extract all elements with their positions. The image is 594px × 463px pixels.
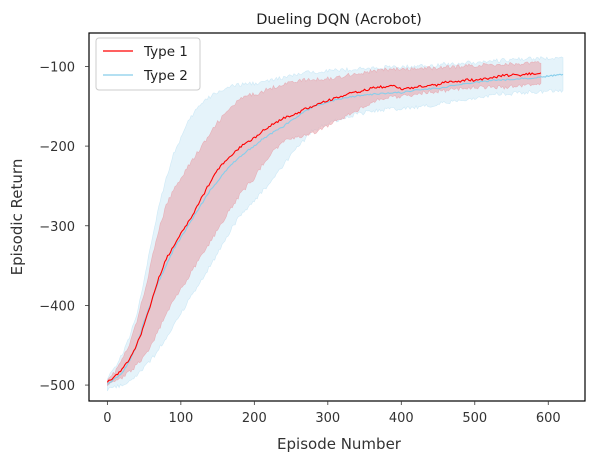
confidence-bands <box>107 56 564 392</box>
x-axis-title: Episode Number <box>277 435 402 453</box>
plot-frame <box>88 32 586 402</box>
x-tick-label: 500 <box>462 411 487 426</box>
x-tick-label: 300 <box>315 411 340 426</box>
band-type-1 <box>107 61 542 387</box>
x-tick-label: 600 <box>536 411 561 426</box>
y-tick-label: −300 <box>39 220 75 235</box>
y-tick-label: −500 <box>39 379 75 394</box>
y-tick-label: −200 <box>39 140 75 155</box>
x-tick-label: 0 <box>103 411 111 426</box>
legend: Type 1 Type 2 <box>95 37 201 91</box>
legend-label-type-1: Type 1 <box>143 44 188 60</box>
chart-title: Dueling DQN (Acrobot) <box>256 12 422 28</box>
y-axis-title: Episodic Return <box>8 159 26 276</box>
x-axis-ticks: 0 100 200 300 400 500 600 <box>103 401 561 426</box>
x-tick-label: 200 <box>242 411 267 426</box>
x-tick-label: 400 <box>389 411 414 426</box>
legend-label-type-2: Type 2 <box>143 68 188 84</box>
y-tick-label: −100 <box>39 60 75 75</box>
line-type-2 <box>107 73 564 385</box>
y-axis-ticks: −500 −400 −300 −200 −100 <box>39 60 89 394</box>
y-tick-label: −400 <box>39 299 75 314</box>
series-lines <box>106 72 564 385</box>
line-type-1 <box>106 72 542 383</box>
x-tick-label: 100 <box>168 411 193 426</box>
